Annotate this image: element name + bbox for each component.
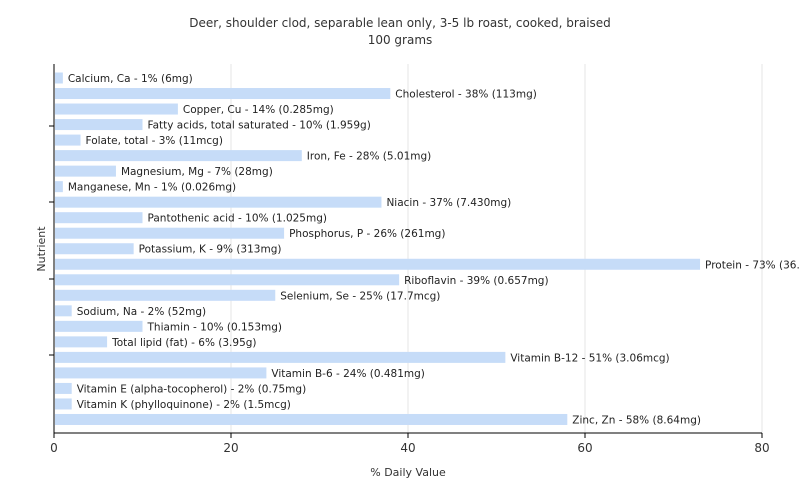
bar-label: Vitamin B-12 - 51% (3.06mcg) xyxy=(510,352,669,364)
bar xyxy=(55,134,81,146)
bar xyxy=(55,320,143,332)
bar xyxy=(55,289,276,301)
bar-label: Cholesterol - 38% (113mg) xyxy=(395,89,537,101)
y-axis-title: Nutrient xyxy=(35,226,48,272)
bar xyxy=(55,196,382,208)
bar xyxy=(55,367,267,379)
bar-label: Niacin - 37% (7.430mg) xyxy=(386,197,511,209)
bar xyxy=(55,274,400,286)
bar-label: Vitamin K (phylloquinone) - 2% (1.5mcg) xyxy=(77,399,291,411)
bar-label: Sodium, Na - 2% (52mg) xyxy=(77,306,206,318)
x-tick-label: 60 xyxy=(577,441,592,455)
bar xyxy=(55,382,72,394)
bar xyxy=(55,212,143,224)
bar xyxy=(55,398,72,410)
bar xyxy=(55,150,302,162)
x-tick-label: 40 xyxy=(400,441,415,455)
bar-label: Pantothenic acid - 10% (1.025mg) xyxy=(148,213,327,225)
bar-label: Thiamin - 10% (0.153mg) xyxy=(147,321,283,333)
bar-label: Riboflavin - 39% (0.657mg) xyxy=(404,275,548,287)
bar-label: Total lipid (fat) - 6% (3.95g) xyxy=(111,337,256,349)
bar xyxy=(55,227,285,239)
bar xyxy=(55,351,506,363)
bar xyxy=(55,243,134,255)
chart-subtitle: 100 grams xyxy=(368,33,433,47)
bar xyxy=(55,305,72,317)
bar xyxy=(55,103,178,115)
bar-label: Potassium, K - 9% (313mg) xyxy=(139,244,282,256)
bar xyxy=(55,72,63,84)
bar-label: Manganese, Mn - 1% (0.026mg) xyxy=(68,182,236,194)
bar xyxy=(55,165,116,177)
bar-label: Vitamin B-6 - 24% (0.481mg) xyxy=(271,368,425,380)
bar xyxy=(55,119,143,131)
chart-title: Deer, shoulder clod, separable lean only… xyxy=(189,16,611,30)
bar xyxy=(55,88,391,100)
bar-label: Phosphorus, P - 26% (261mg) xyxy=(289,228,445,240)
bar xyxy=(55,413,568,425)
bar-label: Iron, Fe - 28% (5.01mg) xyxy=(307,151,431,163)
bar-label: Magnesium, Mg - 7% (28mg) xyxy=(121,166,273,178)
bar-label: Vitamin E (alpha-tocopherol) - 2% (0.75m… xyxy=(77,383,307,395)
bar-label: Fatty acids, total saturated - 10% (1.95… xyxy=(148,120,371,132)
bar-label: Selenium, Se - 25% (17.7mcg) xyxy=(280,290,440,302)
axes: 0 20 40 60 80 xyxy=(49,64,770,455)
x-axis-title: % Daily Value xyxy=(370,466,446,479)
x-tick-label: 80 xyxy=(754,441,769,455)
bar xyxy=(55,336,108,348)
bar-label: Copper, Cu - 14% (0.285mg) xyxy=(183,104,334,116)
bar-label: Protein - 73% (36.28g) xyxy=(705,259,800,271)
bar-label: Folate, total - 3% (11mcg) xyxy=(86,135,223,147)
x-tick-label: 0 xyxy=(50,441,58,455)
bar xyxy=(55,258,701,270)
bar-label: Zinc, Zn - 58% (8.64mg) xyxy=(572,414,701,426)
bar xyxy=(55,181,63,193)
bar-label: Calcium, Ca - 1% (6mg) xyxy=(68,73,193,85)
bars-group: Calcium, Ca - 1% (6mg) Cholesterol - 38% … xyxy=(55,72,800,426)
x-tick-label: 20 xyxy=(223,441,238,455)
